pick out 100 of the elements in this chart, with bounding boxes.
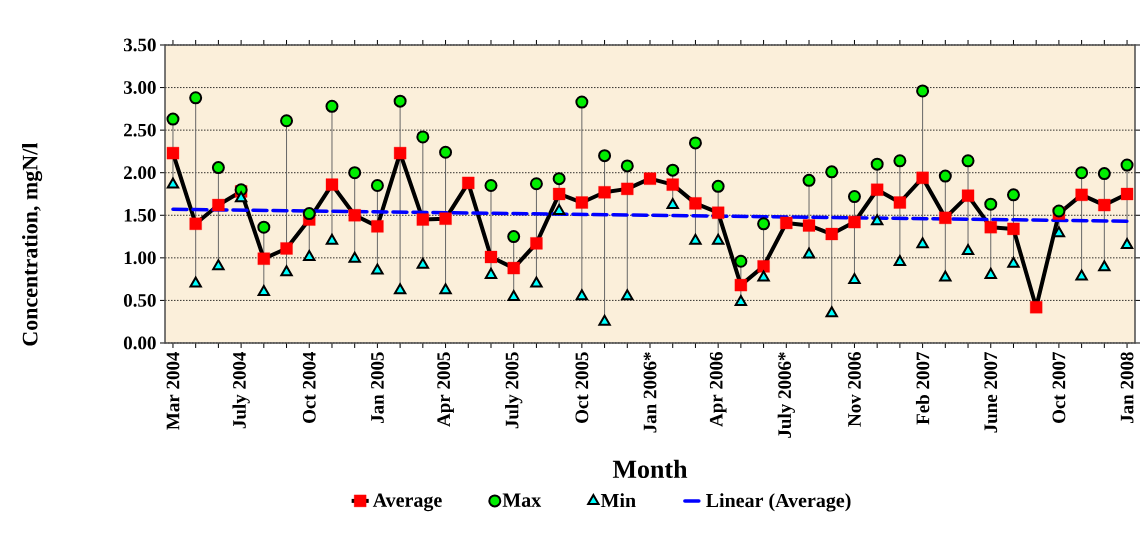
point xyxy=(575,289,589,301)
x-tick-label: Mar 2004 xyxy=(166,351,180,430)
point xyxy=(348,209,361,222)
point xyxy=(871,183,884,196)
x-tick-label: June 2007 xyxy=(984,352,998,433)
point xyxy=(416,213,429,226)
point xyxy=(348,166,362,180)
point xyxy=(961,244,975,256)
point xyxy=(688,136,702,150)
point xyxy=(462,176,475,190)
point xyxy=(1075,269,1088,281)
point xyxy=(439,212,452,225)
point xyxy=(302,207,316,221)
point xyxy=(484,267,498,279)
y-tick-label: 2.50 xyxy=(124,123,156,137)
point xyxy=(416,257,430,269)
point xyxy=(939,270,952,282)
point xyxy=(393,94,407,108)
point xyxy=(529,177,543,191)
y-tick-label: 0.00 xyxy=(123,336,156,350)
x-tick-label: Jan 2005 xyxy=(371,352,384,423)
point xyxy=(689,197,702,210)
point xyxy=(484,178,498,192)
point xyxy=(325,99,339,113)
point xyxy=(1120,187,1134,201)
x-tick-label: July 2006* xyxy=(777,352,795,438)
point xyxy=(711,179,725,193)
legend-label: Linear (Average) xyxy=(706,493,851,512)
x-tick-label: Jan 2006* xyxy=(643,352,657,433)
point xyxy=(348,251,361,263)
point xyxy=(848,215,861,229)
point xyxy=(552,204,566,216)
point xyxy=(847,190,861,204)
point xyxy=(780,216,793,230)
x-axis-title: Month xyxy=(612,459,688,479)
point xyxy=(802,247,816,259)
point xyxy=(734,295,748,307)
point xyxy=(757,260,770,273)
point xyxy=(961,154,975,168)
point xyxy=(234,191,248,203)
legend-label: Max xyxy=(502,493,542,507)
point xyxy=(939,211,952,224)
point xyxy=(938,169,952,183)
point xyxy=(280,242,293,255)
point xyxy=(825,306,838,318)
point xyxy=(734,278,748,292)
x-tick-label: Apr 2006 xyxy=(709,352,727,427)
point xyxy=(916,171,929,184)
point xyxy=(666,178,679,191)
point xyxy=(507,290,520,302)
y-tick-label: 2.00 xyxy=(124,166,156,180)
point xyxy=(552,187,566,201)
point xyxy=(1075,188,1088,201)
point xyxy=(621,289,634,301)
point xyxy=(893,196,907,209)
point xyxy=(1007,222,1020,236)
point xyxy=(689,233,702,245)
point xyxy=(1006,188,1020,202)
point xyxy=(1098,260,1111,272)
x-tick-label: July 2004 xyxy=(232,351,250,429)
point xyxy=(484,250,498,264)
point xyxy=(439,145,453,159)
point xyxy=(507,230,521,244)
point xyxy=(189,217,202,230)
point xyxy=(598,149,612,163)
x-tick-label: Oct 2004 xyxy=(302,351,316,423)
point xyxy=(212,259,225,271)
point xyxy=(712,206,725,219)
point xyxy=(802,173,816,187)
point xyxy=(870,214,884,226)
legend-label: Average xyxy=(372,493,442,512)
point xyxy=(303,250,316,261)
point xyxy=(280,265,293,277)
point xyxy=(1098,198,1111,212)
point xyxy=(280,114,294,128)
y-tick-label: 3.00 xyxy=(123,81,156,95)
point xyxy=(984,267,997,279)
x-tick-label: Feb 2007 xyxy=(915,352,930,425)
point xyxy=(211,161,225,175)
point xyxy=(620,159,634,173)
point xyxy=(961,189,975,202)
point xyxy=(643,172,657,185)
y-tick-label: 0.50 xyxy=(123,293,156,307)
point xyxy=(371,220,384,233)
point xyxy=(416,130,430,144)
point xyxy=(393,146,407,160)
point xyxy=(711,233,725,245)
x-tick-label: Nov 2006 xyxy=(848,352,861,427)
point xyxy=(325,233,339,245)
point xyxy=(757,217,771,231)
x-tick-label: Oct 2005 xyxy=(575,352,589,423)
point xyxy=(393,283,407,295)
point xyxy=(166,177,180,189)
point xyxy=(166,112,180,126)
point xyxy=(870,157,884,171)
point xyxy=(1075,166,1089,180)
point xyxy=(575,196,589,209)
point xyxy=(530,237,543,250)
point xyxy=(916,237,929,249)
point xyxy=(189,91,203,105)
